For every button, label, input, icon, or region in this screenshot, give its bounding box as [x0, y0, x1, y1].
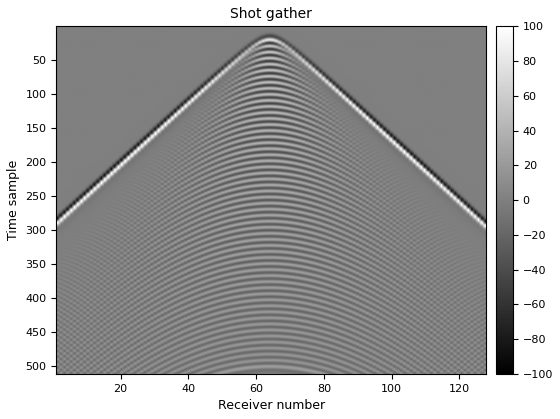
X-axis label: Receiver number: Receiver number: [218, 399, 325, 412]
Y-axis label: Time sample: Time sample: [7, 160, 20, 240]
Title: Shot gather: Shot gather: [230, 7, 312, 21]
